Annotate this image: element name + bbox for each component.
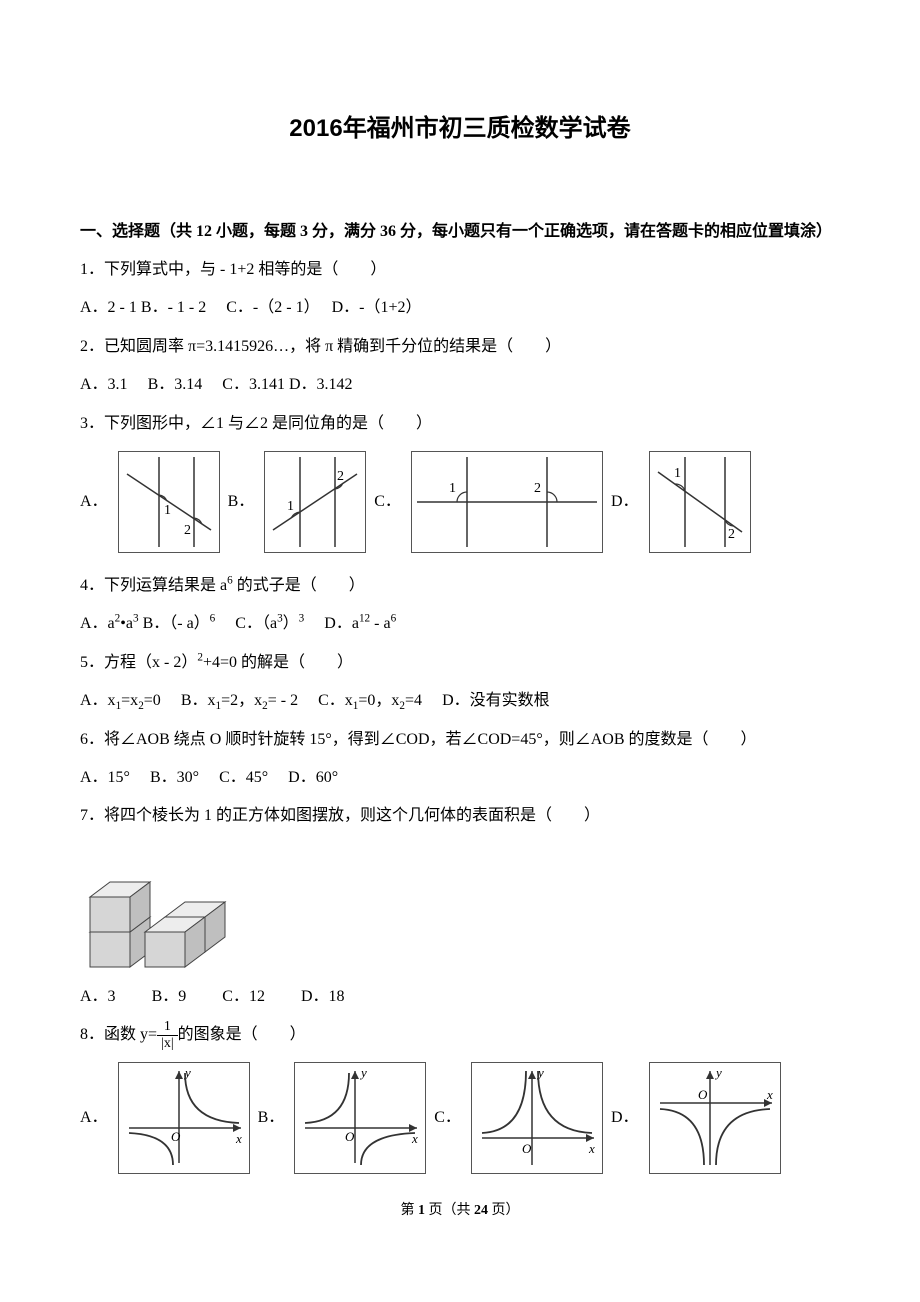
q8-label-d: D． — [611, 1099, 639, 1137]
q4-opt-b: B．（- a）6 — [143, 615, 216, 632]
q8-diagram-d: O x y — [649, 1062, 781, 1174]
q7-opt-a: A．3 — [80, 988, 116, 1005]
q7-opt-c: C．12 — [222, 988, 265, 1005]
question-4: 4．下列运算结果是 a6 的式子是（ ） — [80, 567, 840, 605]
q3-diagram-d: 1 2 — [649, 451, 751, 553]
q5-opt-c: C．x1=0，x2=4 — [318, 692, 422, 709]
question-5: 5．方程（x - 2）2+4=0 的解是（ ） — [80, 644, 840, 682]
q1-stem: 1．下列算式中，与 - 1+2 相等的是（ ） — [80, 261, 386, 278]
angle-label-1: 1 — [164, 503, 171, 518]
q1-opt-a: A．2 - 1 — [80, 299, 137, 316]
q5-stem-pre: 5．方程（x - 2） — [80, 654, 197, 671]
q3-diagram-a: 1 2 — [118, 451, 220, 553]
q4-opt-d: D．a12 - a6 — [324, 615, 396, 632]
svg-text:x: x — [588, 1141, 595, 1156]
question-6: 6．将∠AOB 绕点 O 顺时针旋转 15°，得到∠COD，若∠COD=45°，… — [80, 721, 840, 759]
question-3: 3．下列图形中，∠1 与∠2 是同位角的是（ ） — [80, 405, 840, 443]
question-8: 8．函数 y= 1 |x| 的图象是（ ） — [80, 1016, 840, 1054]
svg-text:1: 1 — [449, 481, 456, 496]
q8-frac-num: 1 — [157, 1020, 178, 1036]
q6-opt-d: D．60° — [288, 769, 338, 786]
q6-opt-a: A．15° — [80, 769, 130, 786]
q4-stem-pre: 4．下列运算结果是 a — [80, 577, 227, 594]
angle-label-2: 2 — [184, 523, 191, 538]
question-7: 7．将四个棱长为 1 的正方体如图摆放，则这个几何体的表面积是（ ） — [80, 797, 840, 835]
question-2: 2．已知圆周率 π=3.1415926…，将 π 精确到千分位的结果是（ ） — [80, 328, 840, 366]
q4-options: A．a2•a3 B．（- a）6 C．（a3）3 D．a12 - a6 — [80, 605, 840, 643]
q4-opt-a: A．a2•a3 — [80, 615, 139, 632]
page-footer: 第 1 页（共 24 页） — [80, 1194, 840, 1228]
q8-stem-pre: 8．函数 y= — [80, 1016, 157, 1054]
svg-text:1: 1 — [287, 499, 294, 514]
q2-opt-d: D．3.142 — [289, 376, 353, 393]
q8-diagram-a: O x y — [118, 1062, 250, 1174]
svg-text:O: O — [345, 1129, 355, 1144]
q6-stem: 6．将∠AOB 绕点 O 顺时针旋转 15°，得到∠COD，若∠COD=45°，… — [80, 731, 757, 748]
svg-text:2: 2 — [337, 469, 344, 484]
svg-text:1: 1 — [674, 466, 681, 481]
q4-stem-suf: 的式子是（ ） — [233, 577, 365, 594]
q7-opt-d: D．18 — [301, 988, 345, 1005]
q7-options: A．3 B．9 C．12 D．18 — [80, 978, 840, 1016]
q5-opt-a: A．x1=x2=0 — [80, 692, 161, 709]
q8-stem-post: 的图象是（ ） — [178, 1016, 306, 1054]
q8-label-a: A． — [80, 1099, 108, 1137]
q5-stem-post: +4=0 的解是（ ） — [203, 654, 353, 671]
q6-opt-c: C．45° — [219, 769, 268, 786]
section-heading: 一、选择题（共 12 小题，每题 3 分，满分 36 分，每小题只有一个正确选项… — [80, 213, 840, 251]
q2-options: A．3.1 B．3.14 C．3.141 D．3.142 — [80, 366, 840, 404]
q3-label-a: A． — [80, 483, 108, 521]
q2-opt-a: A．3.1 — [80, 376, 128, 393]
q8-diagram-b: O x y — [294, 1062, 426, 1174]
q3-diagram-b: 1 2 — [264, 451, 366, 553]
q5-opt-d: D．没有实数根 — [442, 692, 550, 709]
q7-figure — [80, 842, 840, 972]
q5-options: A．x1=x2=0 B．x1=2，x2= - 2 C．x1=0，x2=4 D．没… — [80, 682, 840, 720]
svg-text:2: 2 — [728, 527, 735, 542]
page-title: 2016年福州市初三质检数学试卷 — [80, 100, 840, 158]
q3-label-c: C． — [374, 483, 401, 521]
q1-opt-c: C．-（2 - 1） — [226, 299, 311, 316]
q1-opt-b: B．- 1 - 2 — [141, 299, 206, 316]
svg-text:y: y — [359, 1065, 367, 1080]
q6-opt-b: B．30° — [150, 769, 199, 786]
q7-stem: 7．将四个棱长为 1 的正方体如图摆放，则这个几何体的表面积是（ ） — [80, 807, 600, 824]
q8-diagrams: A． O x y B． O x y C． — [80, 1062, 840, 1174]
q3-stem: 3．下列图形中，∠1 与∠2 是同位角的是（ ） — [80, 415, 432, 432]
svg-text:2: 2 — [534, 481, 541, 496]
q1-options: A．2 - 1 B．- 1 - 2 C．-（2 - 1） D．-（1+2） — [80, 289, 840, 327]
q7-opt-b: B．9 — [152, 988, 187, 1005]
svg-text:O: O — [171, 1129, 181, 1144]
q8-fraction: 1 |x| — [157, 1020, 178, 1051]
q2-opt-b: B．3.14 — [148, 376, 203, 393]
q3-diagram-c: 1 2 — [411, 451, 603, 553]
q3-label-d: D． — [611, 483, 639, 521]
svg-text:O: O — [698, 1087, 708, 1102]
svg-text:y: y — [183, 1065, 191, 1080]
question-1: 1．下列算式中，与 - 1+2 相等的是（ ） — [80, 251, 840, 289]
q8-label-c: C． — [434, 1099, 461, 1137]
q3-diagrams: A． 1 2 B． 1 2 C． 1 — [80, 451, 840, 553]
svg-text:x: x — [766, 1087, 773, 1102]
q2-stem: 2．已知圆周率 π=3.1415926…，将 π 精确到千分位的结果是（ ） — [80, 338, 561, 355]
svg-text:y: y — [714, 1065, 722, 1080]
q6-options: A．15° B．30° C．45° D．60° — [80, 759, 840, 797]
svg-text:O: O — [522, 1141, 532, 1156]
q8-frac-den: |x| — [157, 1036, 178, 1051]
q2-opt-c: C．3.141 — [222, 376, 285, 393]
q3-label-b: B． — [228, 483, 255, 521]
q4-opt-c: C．（a3）3 — [235, 615, 304, 632]
q8-diagram-c: O x y — [471, 1062, 603, 1174]
q1-opt-d: D．-（1+2） — [332, 299, 422, 316]
svg-text:x: x — [235, 1131, 242, 1146]
q8-label-b: B． — [258, 1099, 285, 1137]
q5-opt-b: B．x1=2，x2= - 2 — [181, 692, 298, 709]
